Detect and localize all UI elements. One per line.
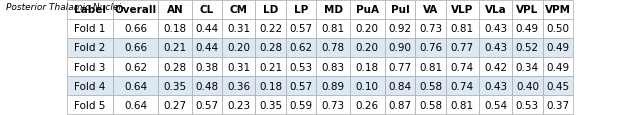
Text: Posterior Thalamic Nuclei: Posterior Thalamic Nuclei xyxy=(6,3,121,12)
